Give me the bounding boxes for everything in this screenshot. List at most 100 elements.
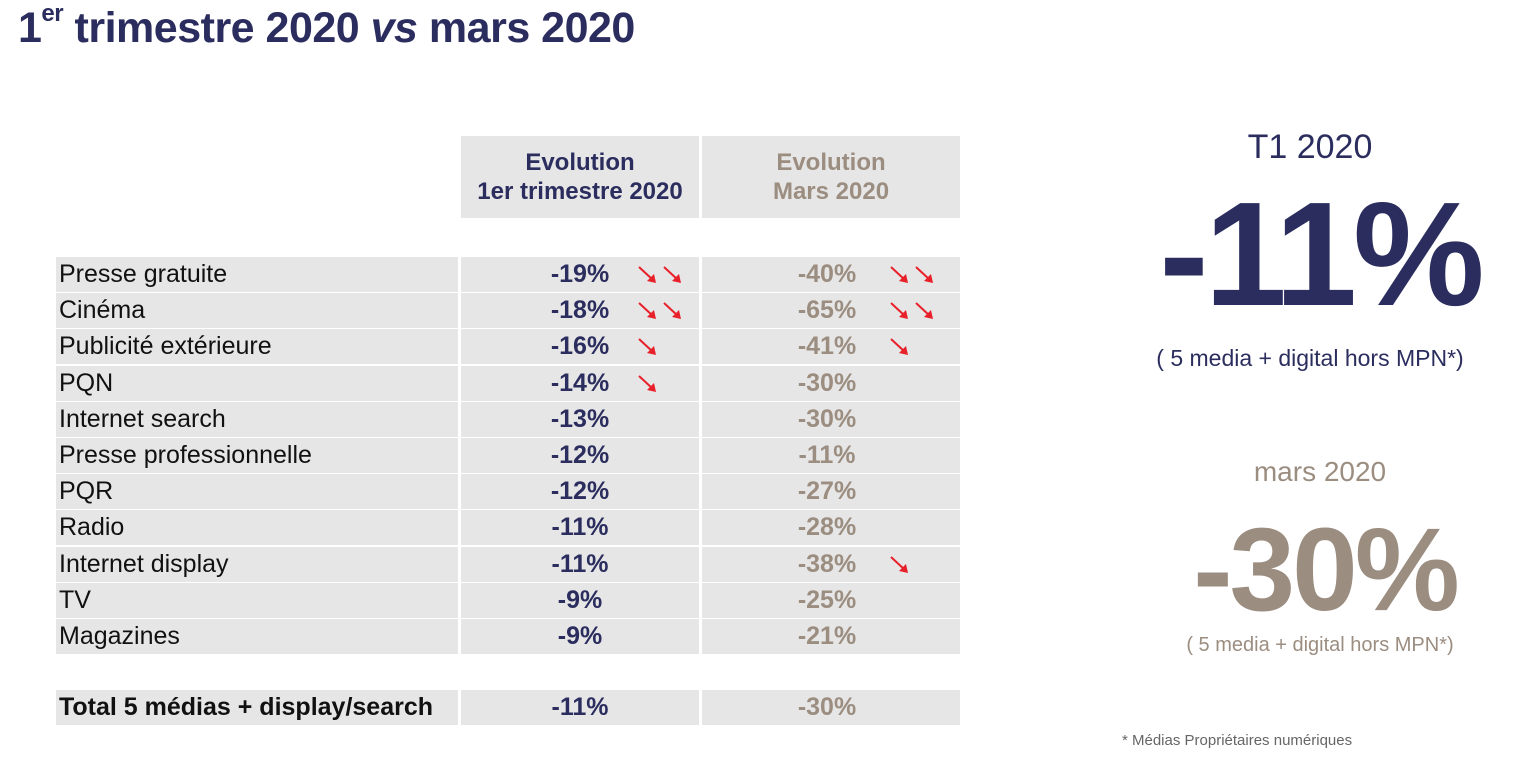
kpi-t1-label: T1 2020 — [1247, 128, 1373, 166]
footnote: * Médias Propriétaires numériques — [1122, 732, 1353, 749]
row-label: Publicité extérieure — [59, 332, 272, 361]
row-label-cell: Presse professionnelle — [56, 438, 458, 473]
row-mar-cell: -30% — [702, 365, 960, 401]
total-label: Total 5 médias + display/search — [59, 693, 434, 721]
row-label: PQR — [59, 477, 114, 506]
down-right-arrow-icon — [890, 302, 908, 320]
row-q1-value: -13% — [550, 404, 610, 433]
down-right-arrow-icon — [638, 302, 656, 320]
table-row: Presse professionnelle -12% -11% — [56, 438, 960, 473]
total-mar-value: -30% — [797, 693, 857, 721]
row-label: TV — [59, 585, 91, 614]
row-label-cell: TV — [56, 582, 458, 618]
row-mar-cell: -65% — [702, 293, 960, 329]
row-label-cell: Presse gratuite — [56, 257, 458, 292]
header-q1-evolution: Evolution 1er trimestre 2020 — [461, 136, 699, 218]
row-mar-value: -27% — [797, 477, 857, 506]
row-q1-cell: -12% — [461, 474, 699, 510]
row-q1-value: -12% — [550, 441, 610, 469]
down-right-arrow-icon — [890, 266, 908, 283]
decline-arrows — [889, 336, 911, 358]
header-mar-line2: Mars 2020 — [772, 178, 890, 205]
kpi-march-value: -30% — [1193, 504, 1459, 636]
row-q1-cell: -16% — [461, 329, 699, 365]
row-q1-value: -19% — [550, 260, 610, 288]
table-row: Presse gratuite -19% -40% — [56, 257, 960, 292]
page-title: 1er trimestre 2020 vs mars 2020 — [18, 0, 635, 53]
row-label-cell: PQN — [56, 365, 458, 401]
decline-arrows — [637, 300, 684, 322]
total-q1-value: -11% — [551, 693, 609, 721]
decline-arrows — [889, 554, 911, 576]
row-q1-value: -18% — [550, 296, 610, 325]
title-vs: vs — [370, 4, 418, 52]
down-right-arrow-icon — [663, 266, 681, 283]
row-label-cell: Publicité extérieure — [56, 329, 458, 365]
row-mar-value: -11% — [798, 441, 856, 469]
row-mar-cell: -40% — [702, 257, 960, 292]
row-q1-value: -9% — [557, 585, 603, 614]
row-q1-value: -14% — [550, 368, 610, 397]
row-label: Radio — [59, 513, 125, 542]
row-label-cell: Cinéma — [56, 293, 458, 329]
row-q1-value: -12% — [550, 477, 610, 506]
row-mar-value: -65% — [797, 296, 857, 325]
row-label-cell: Radio — [56, 510, 458, 546]
kpi-march-note: ( 5 media + digital hors MPN*) — [1186, 634, 1454, 656]
decline-arrows — [637, 373, 659, 395]
row-q1-cell: -13% — [461, 401, 699, 437]
row-mar-value: -21% — [797, 622, 857, 650]
row-q1-value: -11% — [551, 549, 609, 578]
row-mar-cell: -21% — [702, 619, 960, 654]
down-right-arrow-icon — [663, 302, 681, 320]
down-right-arrow-icon — [915, 266, 933, 283]
total-q1-cell: -11% — [461, 690, 699, 725]
row-q1-cell: -12% — [461, 438, 699, 473]
row-mar-cell: -25% — [702, 582, 960, 618]
row-q1-cell: -18% — [461, 293, 699, 329]
row-label: Magazines — [59, 622, 180, 650]
title-part1: trimestre 2020 — [63, 4, 371, 52]
row-mar-cell: -41% — [702, 329, 960, 365]
header-march-evolution: Evolution Mars 2020 — [702, 136, 960, 218]
table-row: PQR -12% -27% — [56, 474, 960, 510]
table-row: TV -9% -25% — [56, 582, 960, 618]
table-row: Magazines -9% -21% — [56, 619, 960, 654]
row-q1-cell: -9% — [461, 619, 699, 654]
kpi-march-label: mars 2020 — [1253, 456, 1387, 487]
row-mar-value: -25% — [797, 585, 857, 614]
table-row: Cinéma -18% -65% — [56, 293, 960, 329]
row-mar-value: -40% — [797, 260, 857, 288]
table-total-row: Total 5 médias + display/search -11% -30… — [56, 690, 960, 725]
row-q1-cell: -9% — [461, 582, 699, 618]
row-mar-cell: -11% — [702, 438, 960, 473]
row-mar-cell: -38% — [702, 546, 960, 582]
down-right-arrow-icon — [890, 338, 908, 356]
row-q1-cell: -14% — [461, 365, 699, 401]
row-mar-value: -30% — [797, 368, 857, 397]
table-row: Internet display -11% -38% — [56, 546, 960, 582]
down-right-arrow-icon — [890, 555, 908, 573]
row-label-cell: Internet search — [56, 401, 458, 437]
total-label-cell: Total 5 médias + display/search — [56, 690, 458, 725]
row-q1-cell: -11% — [461, 510, 699, 546]
header-mar-line1: Evolution — [776, 149, 886, 176]
down-right-arrow-icon — [638, 374, 656, 392]
decline-arrows — [637, 264, 684, 286]
decline-arrows — [889, 264, 936, 286]
row-label-cell: Internet display — [56, 546, 458, 582]
row-label: Presse professionnelle — [59, 441, 312, 469]
down-right-arrow-icon — [638, 338, 656, 356]
total-mar-cell: -30% — [702, 690, 960, 725]
row-label-cell: Magazines — [56, 619, 458, 654]
row-mar-cell: -27% — [702, 474, 960, 510]
row-q1-cell: -19% — [461, 257, 699, 292]
decline-arrows — [889, 300, 936, 322]
row-label: Cinéma — [59, 296, 146, 325]
down-right-arrow-icon — [915, 302, 933, 320]
row-q1-value: -16% — [550, 332, 610, 361]
row-mar-value: -28% — [797, 513, 857, 542]
row-label: Presse gratuite — [59, 260, 228, 288]
row-q1-cell: -11% — [461, 546, 699, 582]
kpi-t1-note: ( 5 media + digital hors MPN*) — [1156, 345, 1464, 371]
